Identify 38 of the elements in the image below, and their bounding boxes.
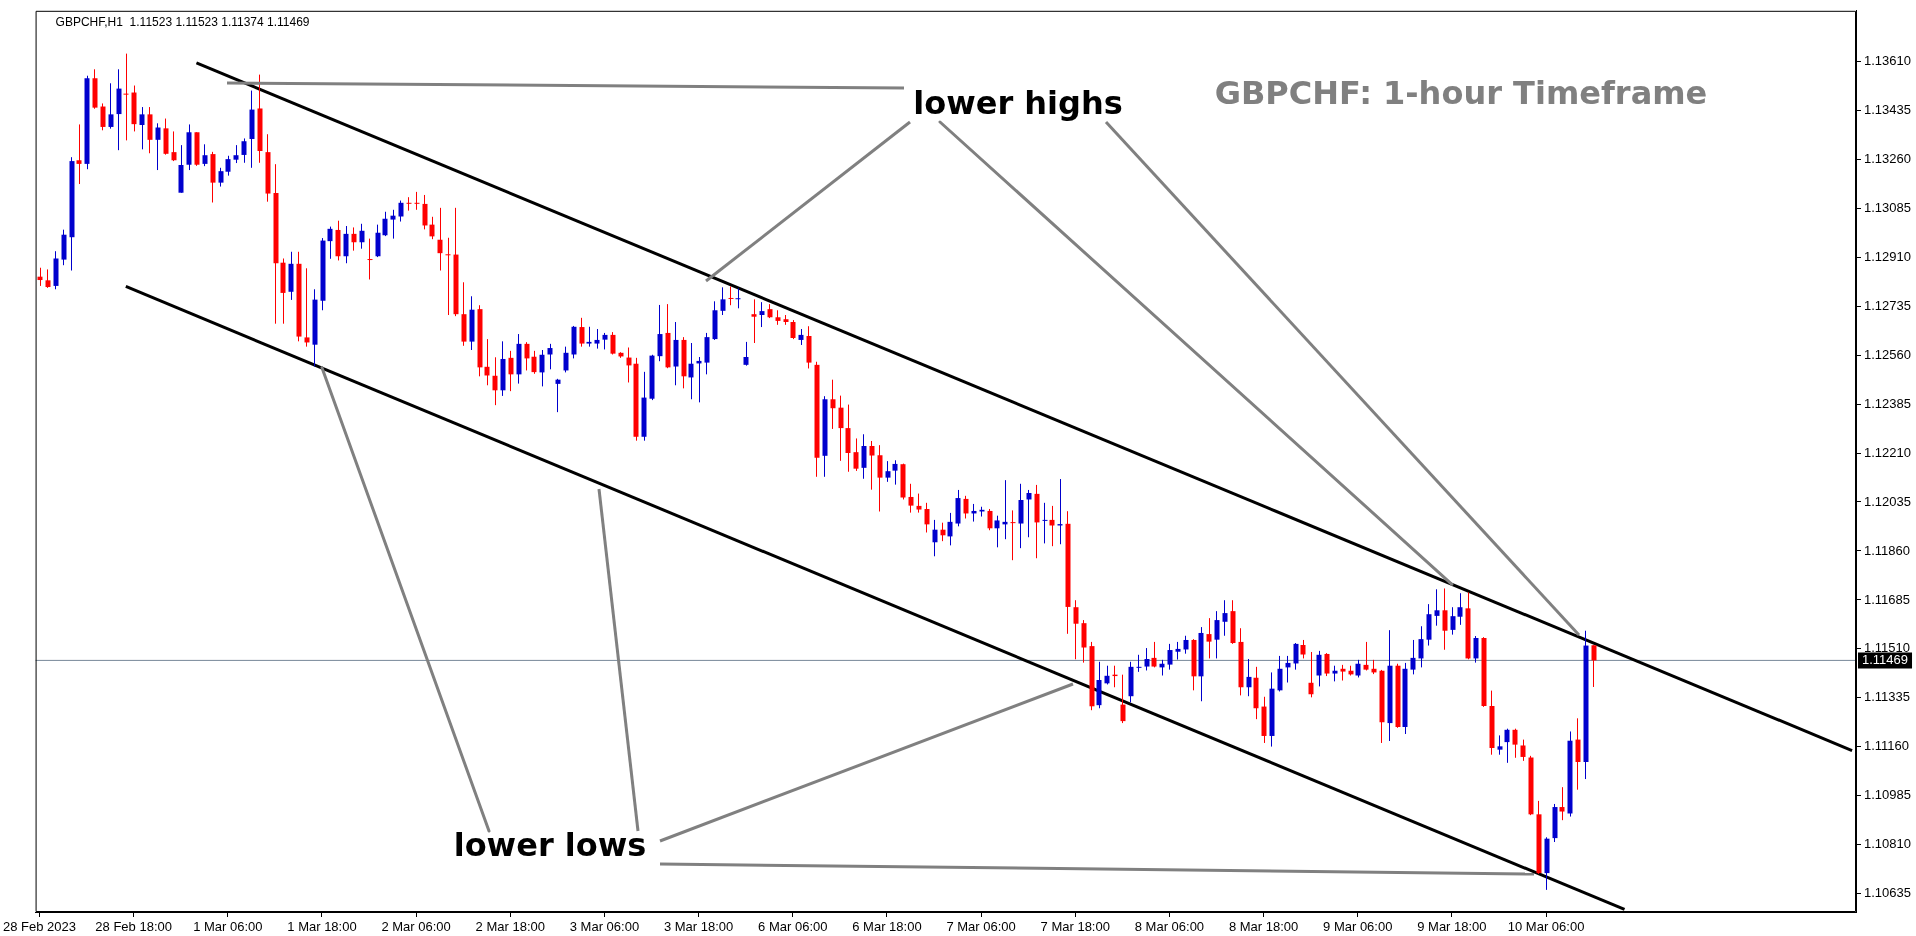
x-tick-label: 8 Mar 18:00 — [1228, 919, 1299, 935]
x-tick-label: 9 Mar 18:00 — [1417, 919, 1487, 935]
x-tick-label: 2 Mar 06:00 — [381, 919, 451, 935]
x-tick-label: 10 Mar 06:00 — [1507, 919, 1585, 935]
y-tick-label: 1.10810 — [1864, 836, 1911, 852]
y-tick-label: 1.12735 — [1864, 297, 1911, 313]
x-tick-label: 1 Mar 18:00 — [287, 919, 357, 935]
y-tick-label: 1.12210 — [1864, 444, 1911, 460]
x-tick-label: 3 Mar 18:00 — [663, 919, 734, 935]
y-tick-label: 1.12035 — [1864, 493, 1911, 509]
x-tick-label: 3 Mar 06:00 — [569, 919, 640, 935]
y-tick-label: 1.11335 — [1864, 689, 1911, 705]
y-tick-label: 1.11160 — [1864, 738, 1910, 754]
y-tick-label: 1.12560 — [1864, 346, 1911, 362]
y-tick-label: 1.11860 — [1864, 542, 1911, 558]
x-tick-label: 6 Mar 18:00 — [852, 919, 922, 935]
annotation: lower highs — [913, 84, 1123, 123]
text: GBPCHF: 1-hour Timeframe — [1214, 74, 1708, 113]
y-tick-label: 1.13260 — [1864, 150, 1911, 166]
x-tick-label: 2 Mar 18:00 — [475, 919, 545, 935]
x-tick-label: 7 Mar 18:00 — [1040, 919, 1110, 935]
y-tick-label: 1.10635 — [1864, 885, 1911, 901]
x-tick-label: 7 Mar 06:00 — [946, 919, 1016, 935]
x-tick-label: 1 Mar 06:00 — [193, 919, 263, 935]
y-tick-label: 1.10985 — [1864, 787, 1911, 803]
x-tick-label: 28 Feb 2023 — [2, 919, 77, 935]
annotation: lower lows — [453, 826, 647, 865]
x-tick-label: 9 Mar 06:00 — [1323, 919, 1393, 935]
x-tick-label: 6 Mar 06:00 — [758, 919, 828, 935]
y-tick-label: 1.12910 — [1864, 248, 1911, 264]
y-tick-label: 1.13435 — [1864, 101, 1911, 117]
y-tick-label: 1.11685 — [1864, 591, 1911, 607]
y-tick-label: 1.12385 — [1864, 395, 1911, 411]
x-tick-label: 28 Feb 18:00 — [95, 919, 172, 935]
chart-subtitle: GBPCHF,H1 1.11523 1.11523 1.11374 1.11469 — [55, 15, 310, 30]
y-tick-label: 1.13085 — [1864, 199, 1911, 215]
x-tick-label: 8 Mar 06:00 — [1134, 919, 1205, 935]
y-tick-label: 1.13610 — [1864, 52, 1911, 68]
